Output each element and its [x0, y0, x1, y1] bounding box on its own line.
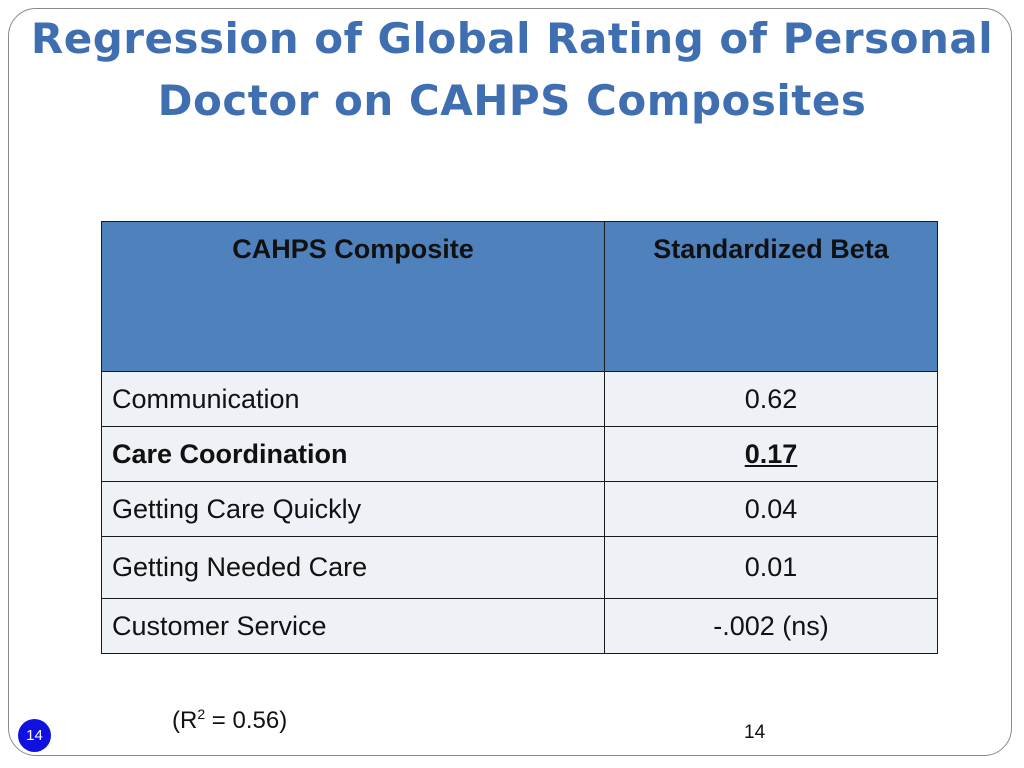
beta-value: 0.17 — [604, 426, 938, 482]
table-row: Customer Service -.002 (ns) — [101, 598, 938, 654]
table-row: Getting Care Quickly 0.04 — [101, 481, 938, 537]
header-cahps-composite: CAHPS Composite — [101, 221, 605, 372]
composite-name: Customer Service — [101, 598, 605, 654]
slide-number-badge: 14 — [18, 719, 51, 752]
slide-title: Regression of Global Rating of Personal … — [0, 8, 1024, 132]
r2-superscript: 2 — [197, 706, 206, 722]
table-header-row: CAHPS Composite Standardized Beta — [101, 221, 938, 372]
slide-frame — [8, 8, 1012, 756]
table-row-highlighted: Care Coordination 0.17 — [101, 426, 938, 482]
beta-value: 0.01 — [604, 536, 938, 599]
page-number: 14 — [744, 722, 766, 743]
beta-value: 0.04 — [604, 481, 938, 537]
title-line-2: Doctor on CAHPS Composites — [157, 76, 867, 125]
regression-table-container: CAHPS Composite Standardized Beta Commun… — [101, 221, 938, 654]
title-line-1: Regression of Global Rating of Personal — [30, 14, 994, 63]
regression-table: CAHPS Composite Standardized Beta Commun… — [101, 221, 938, 654]
composite-name: Care Coordination — [101, 426, 605, 482]
composite-name: Getting Care Quickly — [101, 481, 605, 537]
header-standardized-beta: Standardized Beta — [604, 221, 938, 372]
table-row: Communication 0.62 — [101, 371, 938, 427]
composite-name: Getting Needed Care — [101, 536, 605, 599]
composite-name: Communication — [101, 371, 605, 427]
beta-value-underlined: 0.17 — [744, 438, 798, 469]
beta-value: -.002 (ns) — [604, 598, 938, 654]
r2-prefix: (R — [172, 707, 198, 734]
beta-value: 0.62 — [604, 371, 938, 427]
r2-suffix: = 0.56) — [205, 707, 288, 734]
table-row: Getting Needed Care 0.01 — [101, 536, 938, 599]
r-squared-note: (R2 = 0.56) — [172, 706, 287, 735]
